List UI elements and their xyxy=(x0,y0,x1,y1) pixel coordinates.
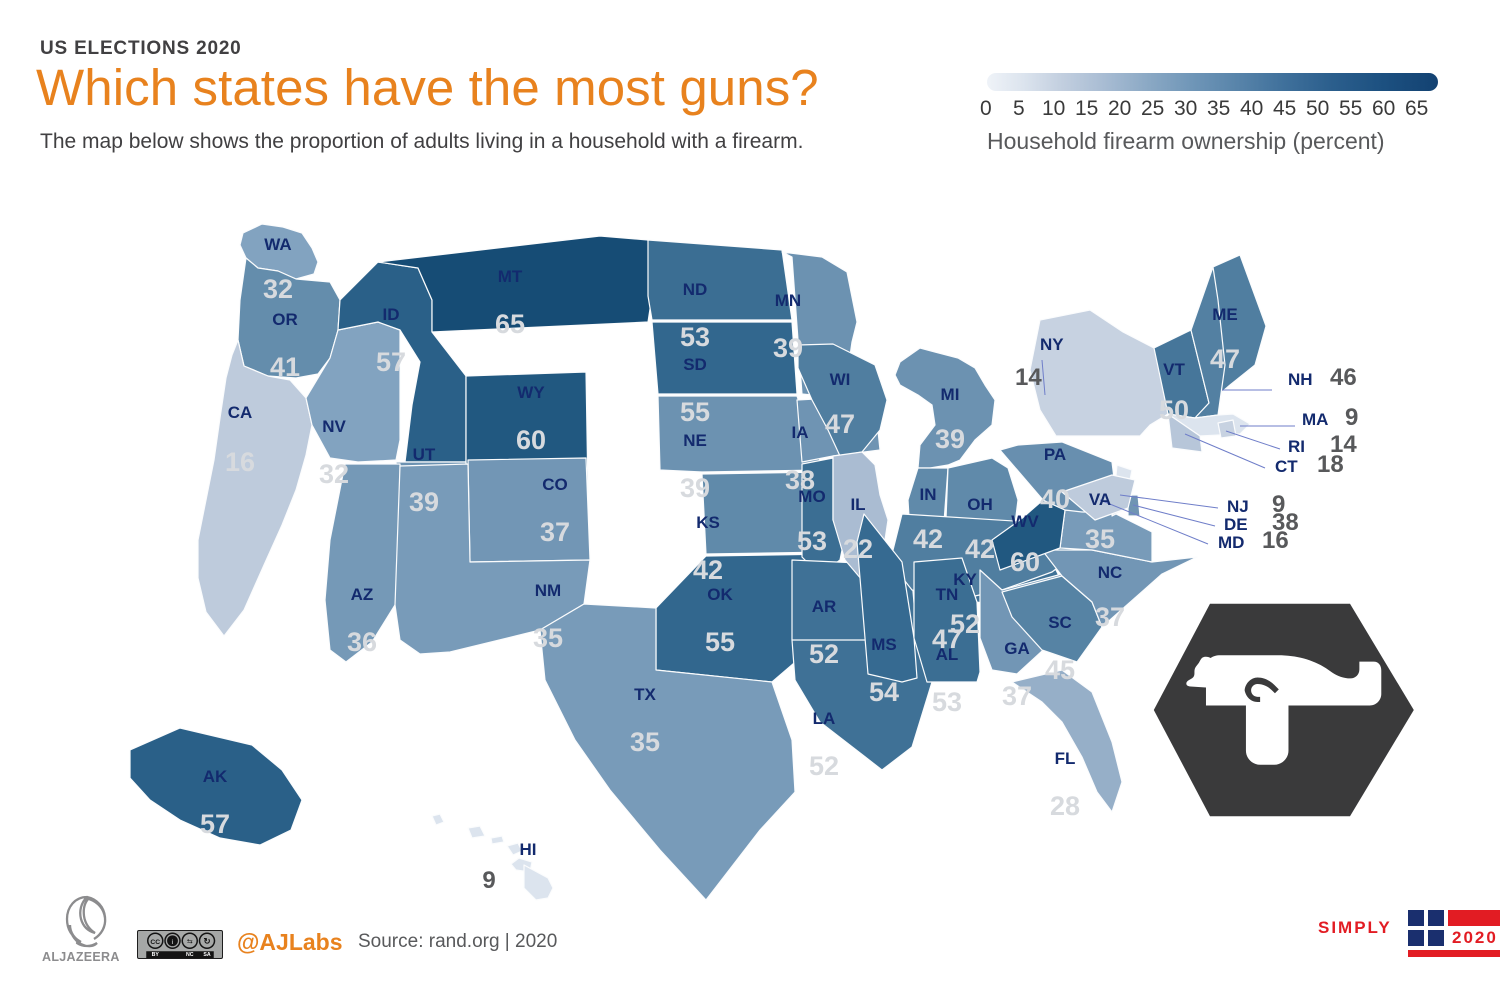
svg-text:SA: SA xyxy=(203,952,211,958)
svg-text:CC: CC xyxy=(150,939,160,946)
svg-text:2020: 2020 xyxy=(1452,928,1498,947)
svg-text:BY: BY xyxy=(152,952,160,958)
svg-text:↻: ↻ xyxy=(204,937,211,946)
svg-text:NC: NC xyxy=(186,952,194,958)
svg-text:i: i xyxy=(172,939,174,946)
svg-text:ALJAZEERA: ALJAZEERA xyxy=(42,950,120,964)
svg-text:⇆: ⇆ xyxy=(187,938,193,945)
